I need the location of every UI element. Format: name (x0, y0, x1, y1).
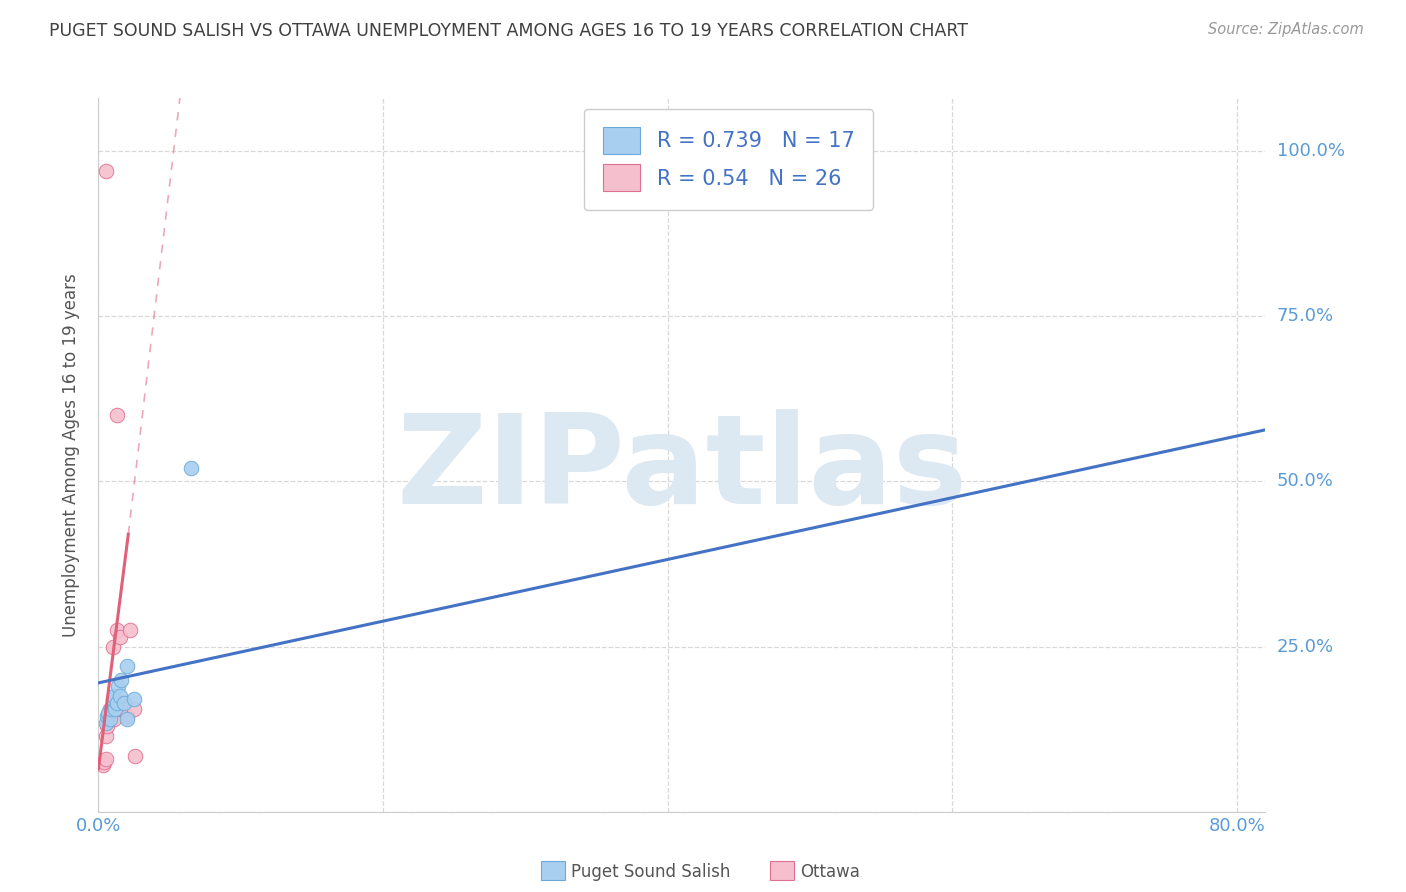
Point (103, 712, 125, 726)
Point (115, 659, 138, 673)
Point (115, 709, 138, 723)
Point (105, 623, 128, 637)
Point (124, 748, 146, 763)
Point (91, 758, 114, 772)
Point (122, 702, 145, 716)
Point (97, 706, 120, 720)
Point (94, 715, 117, 730)
Point (96, 719, 118, 733)
Point (112, 696, 135, 710)
Point (122, 692, 145, 706)
Point (104, 702, 127, 716)
Text: 100.0%: 100.0% (1277, 142, 1344, 160)
Text: 75.0%: 75.0% (1277, 307, 1334, 326)
Point (101, 640, 124, 654)
Point (100, 702, 122, 716)
Point (103, 689, 125, 703)
Text: 25.0%: 25.0% (1277, 638, 1334, 656)
Point (101, 692, 124, 706)
Point (107, 679, 129, 693)
Point (98, 702, 121, 716)
Point (101, 702, 124, 716)
Point (110, 696, 132, 710)
Point (108, 689, 131, 703)
Text: PUGET SOUND SALISH VS OTTAWA UNEMPLOYMENT AMONG AGES 16 TO 19 YEARS CORRELATION : PUGET SOUND SALISH VS OTTAWA UNEMPLOYMEN… (49, 22, 969, 40)
Point (112, 696, 135, 710)
Y-axis label: Unemployment Among Ages 16 to 19 years: Unemployment Among Ages 16 to 19 years (62, 273, 80, 637)
Point (94, 752, 117, 766)
Point (110, 673, 132, 687)
Point (105, 409, 128, 423)
Point (118, 623, 141, 637)
Point (100, 706, 122, 720)
Point (96, 709, 118, 723)
Point (93, 755, 115, 769)
Point (94, 163, 117, 178)
Point (105, 696, 128, 710)
Point (104, 702, 127, 716)
Point (105, 698, 128, 713)
Point (97, 712, 120, 726)
Point (115, 712, 138, 726)
Text: Puget Sound Salish: Puget Sound Salish (571, 863, 730, 881)
Point (108, 630, 131, 644)
Point (108, 702, 131, 716)
Point (97, 709, 120, 723)
Text: 50.0%: 50.0% (1277, 473, 1334, 491)
Point (98, 712, 121, 726)
Legend: R = 0.739   N = 17, R = 0.54   N = 26: R = 0.739 N = 17, R = 0.54 N = 26 (583, 109, 873, 210)
Point (94, 729, 117, 743)
Text: Source: ZipAtlas.com: Source: ZipAtlas.com (1208, 22, 1364, 37)
Text: ZIPatlas: ZIPatlas (396, 409, 967, 530)
Point (180, 461, 202, 475)
Point (107, 696, 129, 710)
Text: Ottawa: Ottawa (800, 863, 860, 881)
